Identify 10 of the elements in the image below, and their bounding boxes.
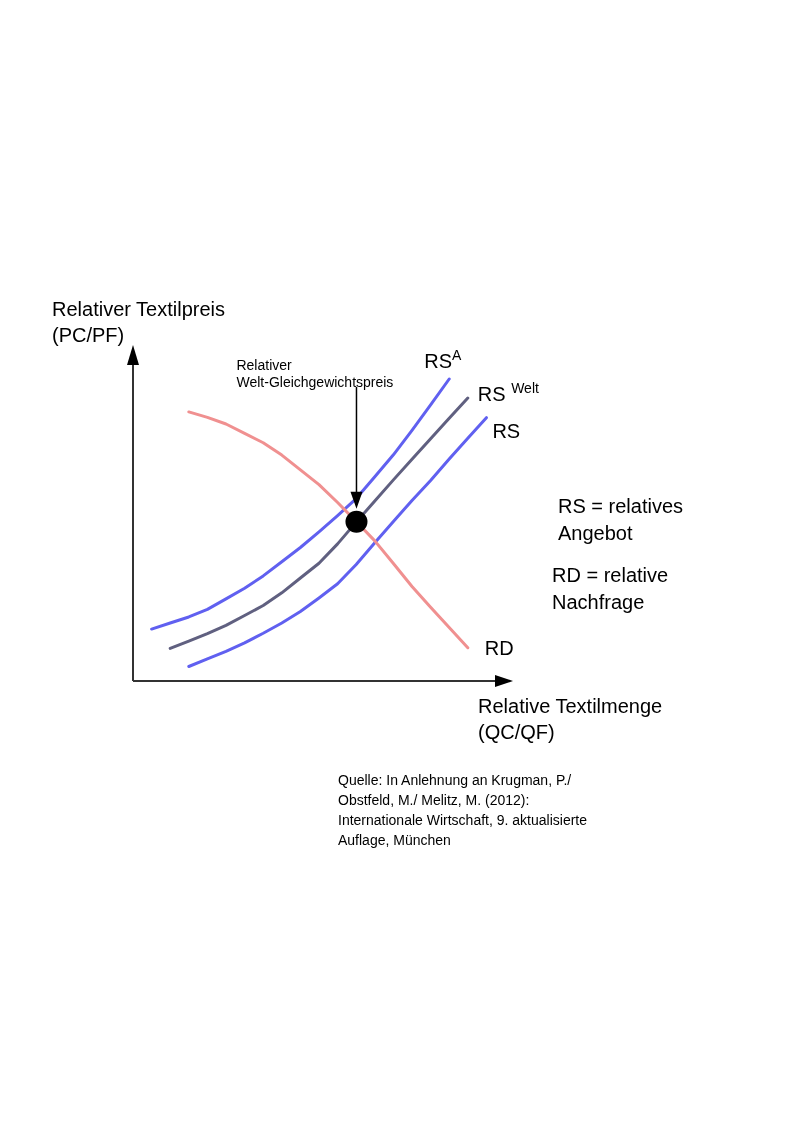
series-label: RD xyxy=(484,636,514,659)
text: RS = relatives Angebot xyxy=(558,495,684,544)
x-axis-title: Relative Textilmenge (QC/QF) xyxy=(478,695,663,743)
source-note: Quelle: In Anlehnung an Krugman, P./ Obstfeld, M./ Melitz, M. (2012): Internationale Wirtschaft, 9. aktualisierte Auflage, München xyxy=(338,772,588,848)
series-label: RS xyxy=(492,419,521,442)
text: RD = relative Nachfrage xyxy=(552,564,669,613)
y-axis-title: Relativer Textilpreis (PC/PF) xyxy=(52,298,226,346)
annotation: Relativer Welt-Gleichgewichtspreis xyxy=(236,356,394,390)
series-label: RS $^{Welt}$ xyxy=(477,380,539,406)
series-label: RS$^{A}$ xyxy=(424,347,462,372)
